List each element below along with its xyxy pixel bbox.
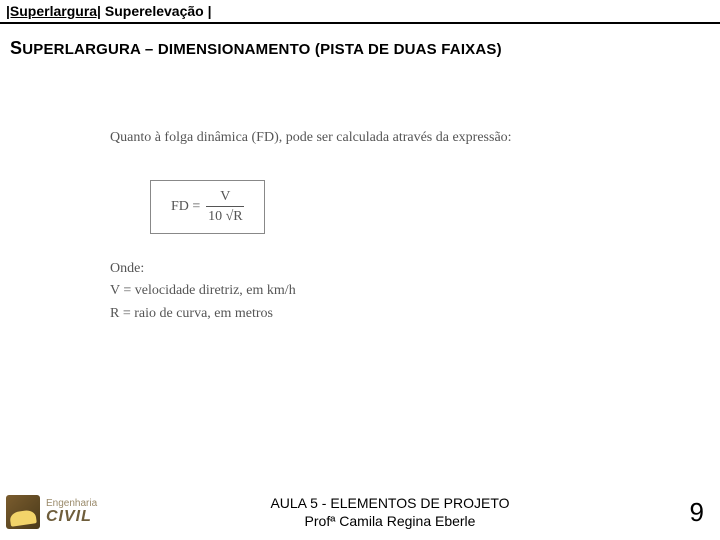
section-title-rest: DIMENSIONAMENTO (PISTA DE DUAS FAIXAS) [158,41,502,58]
section-title-lead-big: S [10,38,22,58]
intro-text: Quanto à folga dinâmica (FD), pode ser c… [110,130,630,146]
where-label: Onde: [110,258,630,280]
formula-lhs: FD = [171,199,206,215]
footer: Engenharia CIVIL AULA 5 - ELEMENTOS DE P… [0,484,720,540]
section-title-lead-rest: UPERLARGURA [22,41,140,58]
header-part2: Superelevação | [101,3,212,19]
header-part1: |Superlargura| [6,3,101,19]
formula-row: FD = V 10 √R [171,189,244,225]
where-r: R = raio de curva, em metros [110,303,630,325]
footer-line2: Profª Camila Regina Eberle [120,512,660,530]
logo-text: Engenharia CIVIL [46,499,97,525]
where-v: V = velocidade diretriz, em km/h [110,280,630,302]
logo-icon [6,495,40,529]
formula-numerator: V [206,189,244,207]
header-bar: |Superlargura| Superelevação | [0,0,720,24]
footer-line1: AULA 5 - ELEMENTOS DE PROJETO [120,494,660,512]
content-area: Quanto à folga dinâmica (FD), pode ser c… [110,130,630,325]
section-title-dash: – [141,41,158,58]
page-number: 9 [660,497,720,528]
section-title: SUPERLARGURA – DIMENSIONAMENTO (PISTA DE… [0,24,720,59]
footer-center: AULA 5 - ELEMENTOS DE PROJETO Profª Cami… [120,494,660,530]
logo-text-bottom: CIVIL [46,509,97,525]
logo: Engenharia CIVIL [0,495,120,529]
formula-fraction: V 10 √R [206,189,244,225]
formula-box: FD = V 10 √R [150,180,265,234]
formula-denominator: 10 √R [206,207,244,224]
where-block: Onde: V = velocidade diretriz, em km/h R… [110,258,630,325]
slide: |Superlargura| Superelevação | SUPERLARG… [0,0,720,540]
